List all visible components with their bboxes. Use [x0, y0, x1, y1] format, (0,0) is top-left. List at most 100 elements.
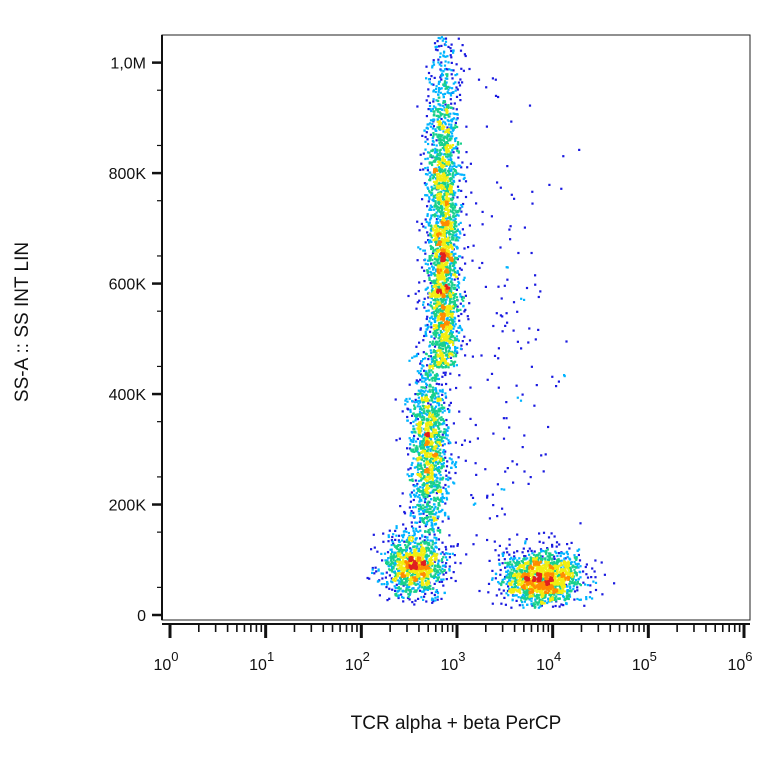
data-point — [426, 372, 429, 375]
data-point — [442, 169, 445, 172]
data-point — [426, 543, 429, 546]
data-point — [439, 161, 442, 164]
data-point — [445, 562, 448, 565]
data-point — [421, 558, 424, 561]
data-point — [424, 412, 427, 415]
data-point — [432, 180, 436, 183]
data-point — [429, 133, 432, 136]
data-point — [448, 347, 451, 350]
data-point — [576, 581, 579, 585]
data-point — [414, 521, 417, 524]
data-point — [413, 534, 416, 537]
data-point — [439, 193, 443, 196]
data-point — [448, 177, 451, 180]
data-point — [573, 560, 576, 564]
data-point — [432, 174, 435, 177]
data-point — [505, 582, 508, 586]
data-point — [439, 478, 442, 481]
data-point — [411, 479, 414, 482]
data-point — [584, 583, 587, 586]
data-point — [456, 284, 460, 287]
data-point — [449, 221, 452, 224]
data-point — [417, 399, 420, 402]
data-point — [435, 133, 438, 136]
data-point — [431, 149, 434, 152]
data-point — [439, 137, 442, 140]
data-point — [558, 597, 561, 600]
data-point — [433, 156, 436, 159]
data-point — [458, 282, 461, 285]
data-point — [567, 561, 570, 564]
data-point — [430, 321, 433, 324]
data-point — [449, 179, 452, 182]
data-point — [445, 358, 448, 361]
data-point — [428, 455, 431, 458]
data-point — [434, 576, 437, 579]
data-point — [434, 464, 437, 467]
data-point — [447, 104, 450, 107]
data-point — [411, 575, 414, 578]
data-point — [578, 598, 581, 601]
data-point — [428, 415, 431, 418]
data-point — [429, 560, 432, 563]
data-point — [434, 238, 437, 241]
data-point — [395, 578, 398, 581]
data-point — [444, 169, 447, 172]
data-point — [426, 482, 429, 485]
data-point — [563, 566, 566, 569]
data-point — [559, 593, 562, 596]
data-point — [452, 219, 455, 222]
data-point — [454, 360, 457, 363]
data-point — [408, 534, 411, 538]
data-point — [503, 558, 506, 561]
data-point — [447, 366, 450, 369]
data-point — [383, 583, 386, 586]
data-point — [398, 580, 401, 583]
data-point — [509, 579, 512, 582]
data-point — [449, 144, 452, 147]
data-point — [430, 491, 433, 494]
data-point — [394, 589, 397, 592]
data-point — [427, 358, 430, 361]
data-point — [434, 522, 438, 525]
data-point — [436, 366, 439, 369]
data-point — [428, 151, 431, 154]
data-point — [456, 125, 459, 129]
data-point — [437, 504, 440, 507]
data-point — [445, 146, 448, 149]
data-point — [579, 598, 582, 601]
data-point — [504, 575, 507, 579]
data-point — [433, 173, 436, 176]
data-point — [438, 228, 441, 231]
data-point — [443, 239, 447, 243]
data-point — [537, 590, 540, 593]
data-point — [517, 251, 520, 255]
data-point — [426, 555, 429, 558]
data-point — [412, 515, 415, 518]
data-point — [421, 520, 424, 523]
data-point — [434, 467, 437, 471]
data-point — [474, 462, 477, 465]
data-point — [457, 286, 460, 289]
data-point — [547, 558, 550, 562]
data-point — [441, 205, 444, 208]
data-point — [437, 115, 440, 118]
data-point — [438, 88, 441, 91]
data-point — [504, 603, 507, 606]
data-point — [431, 455, 434, 459]
data-point — [439, 552, 442, 555]
data-point — [453, 206, 456, 209]
data-point — [394, 538, 397, 541]
data-point — [419, 508, 422, 511]
data-point — [537, 596, 541, 599]
data-point — [442, 196, 445, 200]
data-point — [438, 111, 441, 114]
data-point — [529, 556, 532, 559]
data-point — [534, 573, 538, 576]
data-point — [558, 559, 561, 562]
data-point — [431, 405, 434, 408]
data-point — [435, 205, 438, 208]
data-point — [573, 598, 576, 601]
data-point — [396, 579, 399, 582]
data-point — [426, 173, 429, 176]
